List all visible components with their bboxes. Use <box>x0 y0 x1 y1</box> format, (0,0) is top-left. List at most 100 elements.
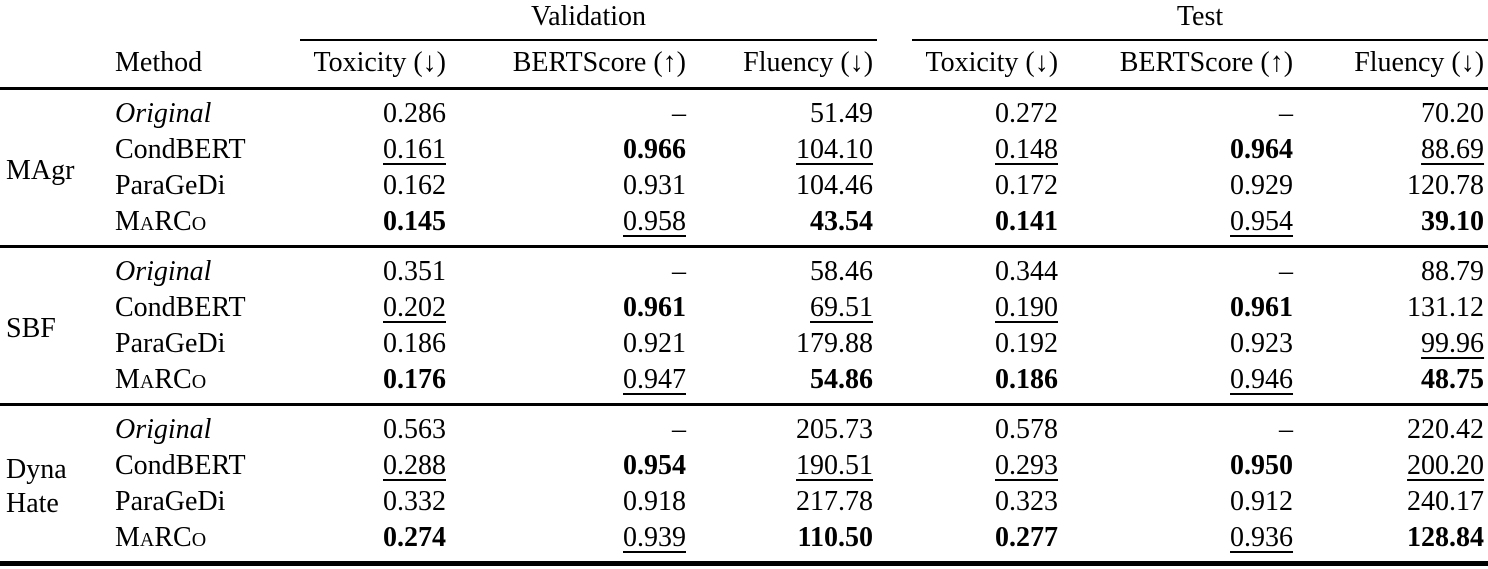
metric-value-cell: 0.293 <box>995 450 1059 481</box>
metric-value-cell: 0.921 <box>623 328 686 359</box>
metric-value-cell: 128.84 <box>1407 522 1485 553</box>
metric-value-cell: 0.947 <box>623 364 686 395</box>
metric-value-cell: 88.79 <box>1421 256 1485 287</box>
metric-value-cell: 0.176 <box>383 364 446 395</box>
metric-value-cell: 51.49 <box>810 98 874 129</box>
metric-value-cell: 0.950 <box>1230 450 1294 481</box>
metric-value-cell: 120.78 <box>1407 170 1485 201</box>
metric-value-cell: 104.10 <box>796 134 874 165</box>
metric-value-cell: 0.148 <box>995 134 1059 165</box>
metric-value-cell: 0.954 <box>1230 206 1294 237</box>
dataset-label: MAgr <box>6 154 75 186</box>
metric-value-cell: – <box>672 256 686 287</box>
method-row: ParaGeDi 0.162 0.931 104.46 0.172 0.929 120.78 <box>0 168 1488 204</box>
metric-value-cell: 0.286 <box>383 98 446 129</box>
metric-value-cell: 0.190 <box>995 292 1059 323</box>
metric-value-cell: 0.186 <box>995 364 1059 395</box>
metric-value-cell: – <box>1279 256 1294 287</box>
split-header-spacer <box>0 0 300 41</box>
metric-value-cell: 0.912 <box>1230 486 1294 517</box>
metric-value-cell: 0.946 <box>1230 364 1294 395</box>
metric-value-cell: 39.10 <box>1421 206 1485 237</box>
metric-value-cell: 0.161 <box>383 134 446 165</box>
metric-value-cell: 0.954 <box>623 450 686 481</box>
metric-value-cell: 0.274 <box>383 522 446 553</box>
metric-value-cell: 70.20 <box>1421 98 1485 129</box>
method-cell: CondBERT <box>115 292 246 323</box>
val-fluency-header: Fluency (↓) <box>690 41 878 90</box>
metric-value-cell: – <box>672 98 686 129</box>
dataset-label: SBF <box>6 312 56 344</box>
metric-value-cell: 104.46 <box>796 170 874 201</box>
dataset-group-dyna-hate: Dyna Hate Original 0.563 – 205.73 0.578 – 220.4… <box>0 404 1488 564</box>
dataset-group-magr: MAgr Original 0.286–51.49 0.272–70.20 CondBE… <box>0 89 1488 247</box>
test-fluency-header: Fluency (↓) <box>1297 41 1488 90</box>
metric-value-cell: 0.145 <box>383 206 446 237</box>
method-row: ParaGeDi 0.332 0.918 217.78 0.323 0.912 240.17 <box>0 484 1488 520</box>
metric-value-cell: 0.966 <box>623 134 686 165</box>
metric-value-cell: 0.332 <box>383 486 446 517</box>
metric-value-cell: 69.51 <box>810 292 874 323</box>
metric-value-cell: 110.50 <box>797 522 874 553</box>
method-row: CondBERT 0.288 0.954 190.51 0.293 0.950 200.20 <box>0 448 1488 484</box>
split-header-validation: Validation <box>300 0 878 41</box>
metric-value-cell: 0.918 <box>623 486 686 517</box>
metric-value-cell: 0.351 <box>383 256 446 287</box>
metric-value-cell: 0.563 <box>383 414 446 445</box>
metric-value-cell: – <box>672 414 686 445</box>
metric-value-cell: 0.162 <box>383 170 446 201</box>
metric-value-cell: 0.323 <box>995 486 1059 517</box>
split-header-test: Test <box>912 0 1488 41</box>
method-cell: MaRCo <box>115 206 207 237</box>
metric-value-cell: 131.12 <box>1407 292 1485 323</box>
metric-value-cell: 0.578 <box>995 414 1059 445</box>
metric-value-cell: 205.73 <box>796 414 874 445</box>
test-bertscore-header: BERTScore (↑) <box>1062 41 1298 90</box>
split-header-validation-cell: Validation <box>300 0 878 41</box>
metric-value-cell: – <box>1279 414 1294 445</box>
metric-value-cell: 43.54 <box>810 206 874 237</box>
metric-value-cell: 0.172 <box>995 170 1059 201</box>
method-cell: MaRCo <box>115 364 207 395</box>
method-row: CondBERT 0.202 0.961 69.51 0.190 0.961 131.12 <box>0 290 1488 326</box>
dataset-group-sbf: SBF Original 0.351 – 58.46 0.344 – 88.79 CondBER… <box>0 246 1488 405</box>
metric-value-cell: 0.961 <box>623 292 686 323</box>
metric-value-cell: 0.939 <box>623 522 686 553</box>
metric-value-cell: 0.344 <box>995 256 1059 287</box>
metric-value-cell: 190.51 <box>796 450 874 481</box>
metric-value-cell: 0.186 <box>383 328 446 359</box>
dataset-label: Dyna Hate <box>6 453 67 519</box>
metric-value-cell: 58.46 <box>810 256 874 287</box>
method-row: Dyna Hate Original 0.563 – 205.73 0.578 – 220.4… <box>0 405 1488 519</box>
metric-value-cell: 0.272 <box>995 98 1059 129</box>
split-header-row: Validation Test <box>0 0 1488 41</box>
method-row: MAgr Original 0.286 – 51.49 0.272 – 70.20 <box>0 89 1488 186</box>
method-cell: Original <box>115 414 212 445</box>
metric-value-cell: 99.96 <box>1421 328 1485 359</box>
metric-value-cell: 179.88 <box>796 328 874 359</box>
dataset-column-header <box>0 41 110 90</box>
method-column-header: Method <box>110 41 300 90</box>
metric-value-cell: 220.42 <box>1407 414 1485 445</box>
method-cell: ParaGeDi <box>115 170 226 201</box>
metric-value-cell: 0.192 <box>995 328 1059 359</box>
method-row: CondBERT 0.161 0.966 104.10 0.148 0.964 88.69 <box>0 132 1488 168</box>
metric-value-cell: 240.17 <box>1407 486 1485 517</box>
method-cell: ParaGeDi <box>115 486 226 517</box>
method-row: MaRCo 0.176 0.947 54.86 0.186 0.946 48.75 <box>0 362 1488 405</box>
method-cell: Original <box>115 256 212 287</box>
method-cell: CondBERT <box>115 450 246 481</box>
table-header: Validation Test Method Toxicity (↓) BERT… <box>0 0 1488 90</box>
metric-value-cell: 0.288 <box>383 450 446 481</box>
test-toxicity-header: Toxicity (↓) <box>877 41 1063 90</box>
metric-value-cell: 200.20 <box>1407 450 1485 481</box>
method-row: MaRCo 0.274 0.939 110.50 0.277 0.936 128.84 <box>0 520 1488 564</box>
val-bertscore-header: BERTScore (↑) <box>450 41 690 90</box>
metric-value-cell: 0.964 <box>1230 134 1294 165</box>
metric-value-cell: 0.936 <box>1230 522 1294 553</box>
metric-value-cell: 88.69 <box>1421 134 1485 165</box>
val-toxicity-header: Toxicity (↓) <box>300 41 450 90</box>
method-cell: ParaGeDi <box>115 328 226 359</box>
